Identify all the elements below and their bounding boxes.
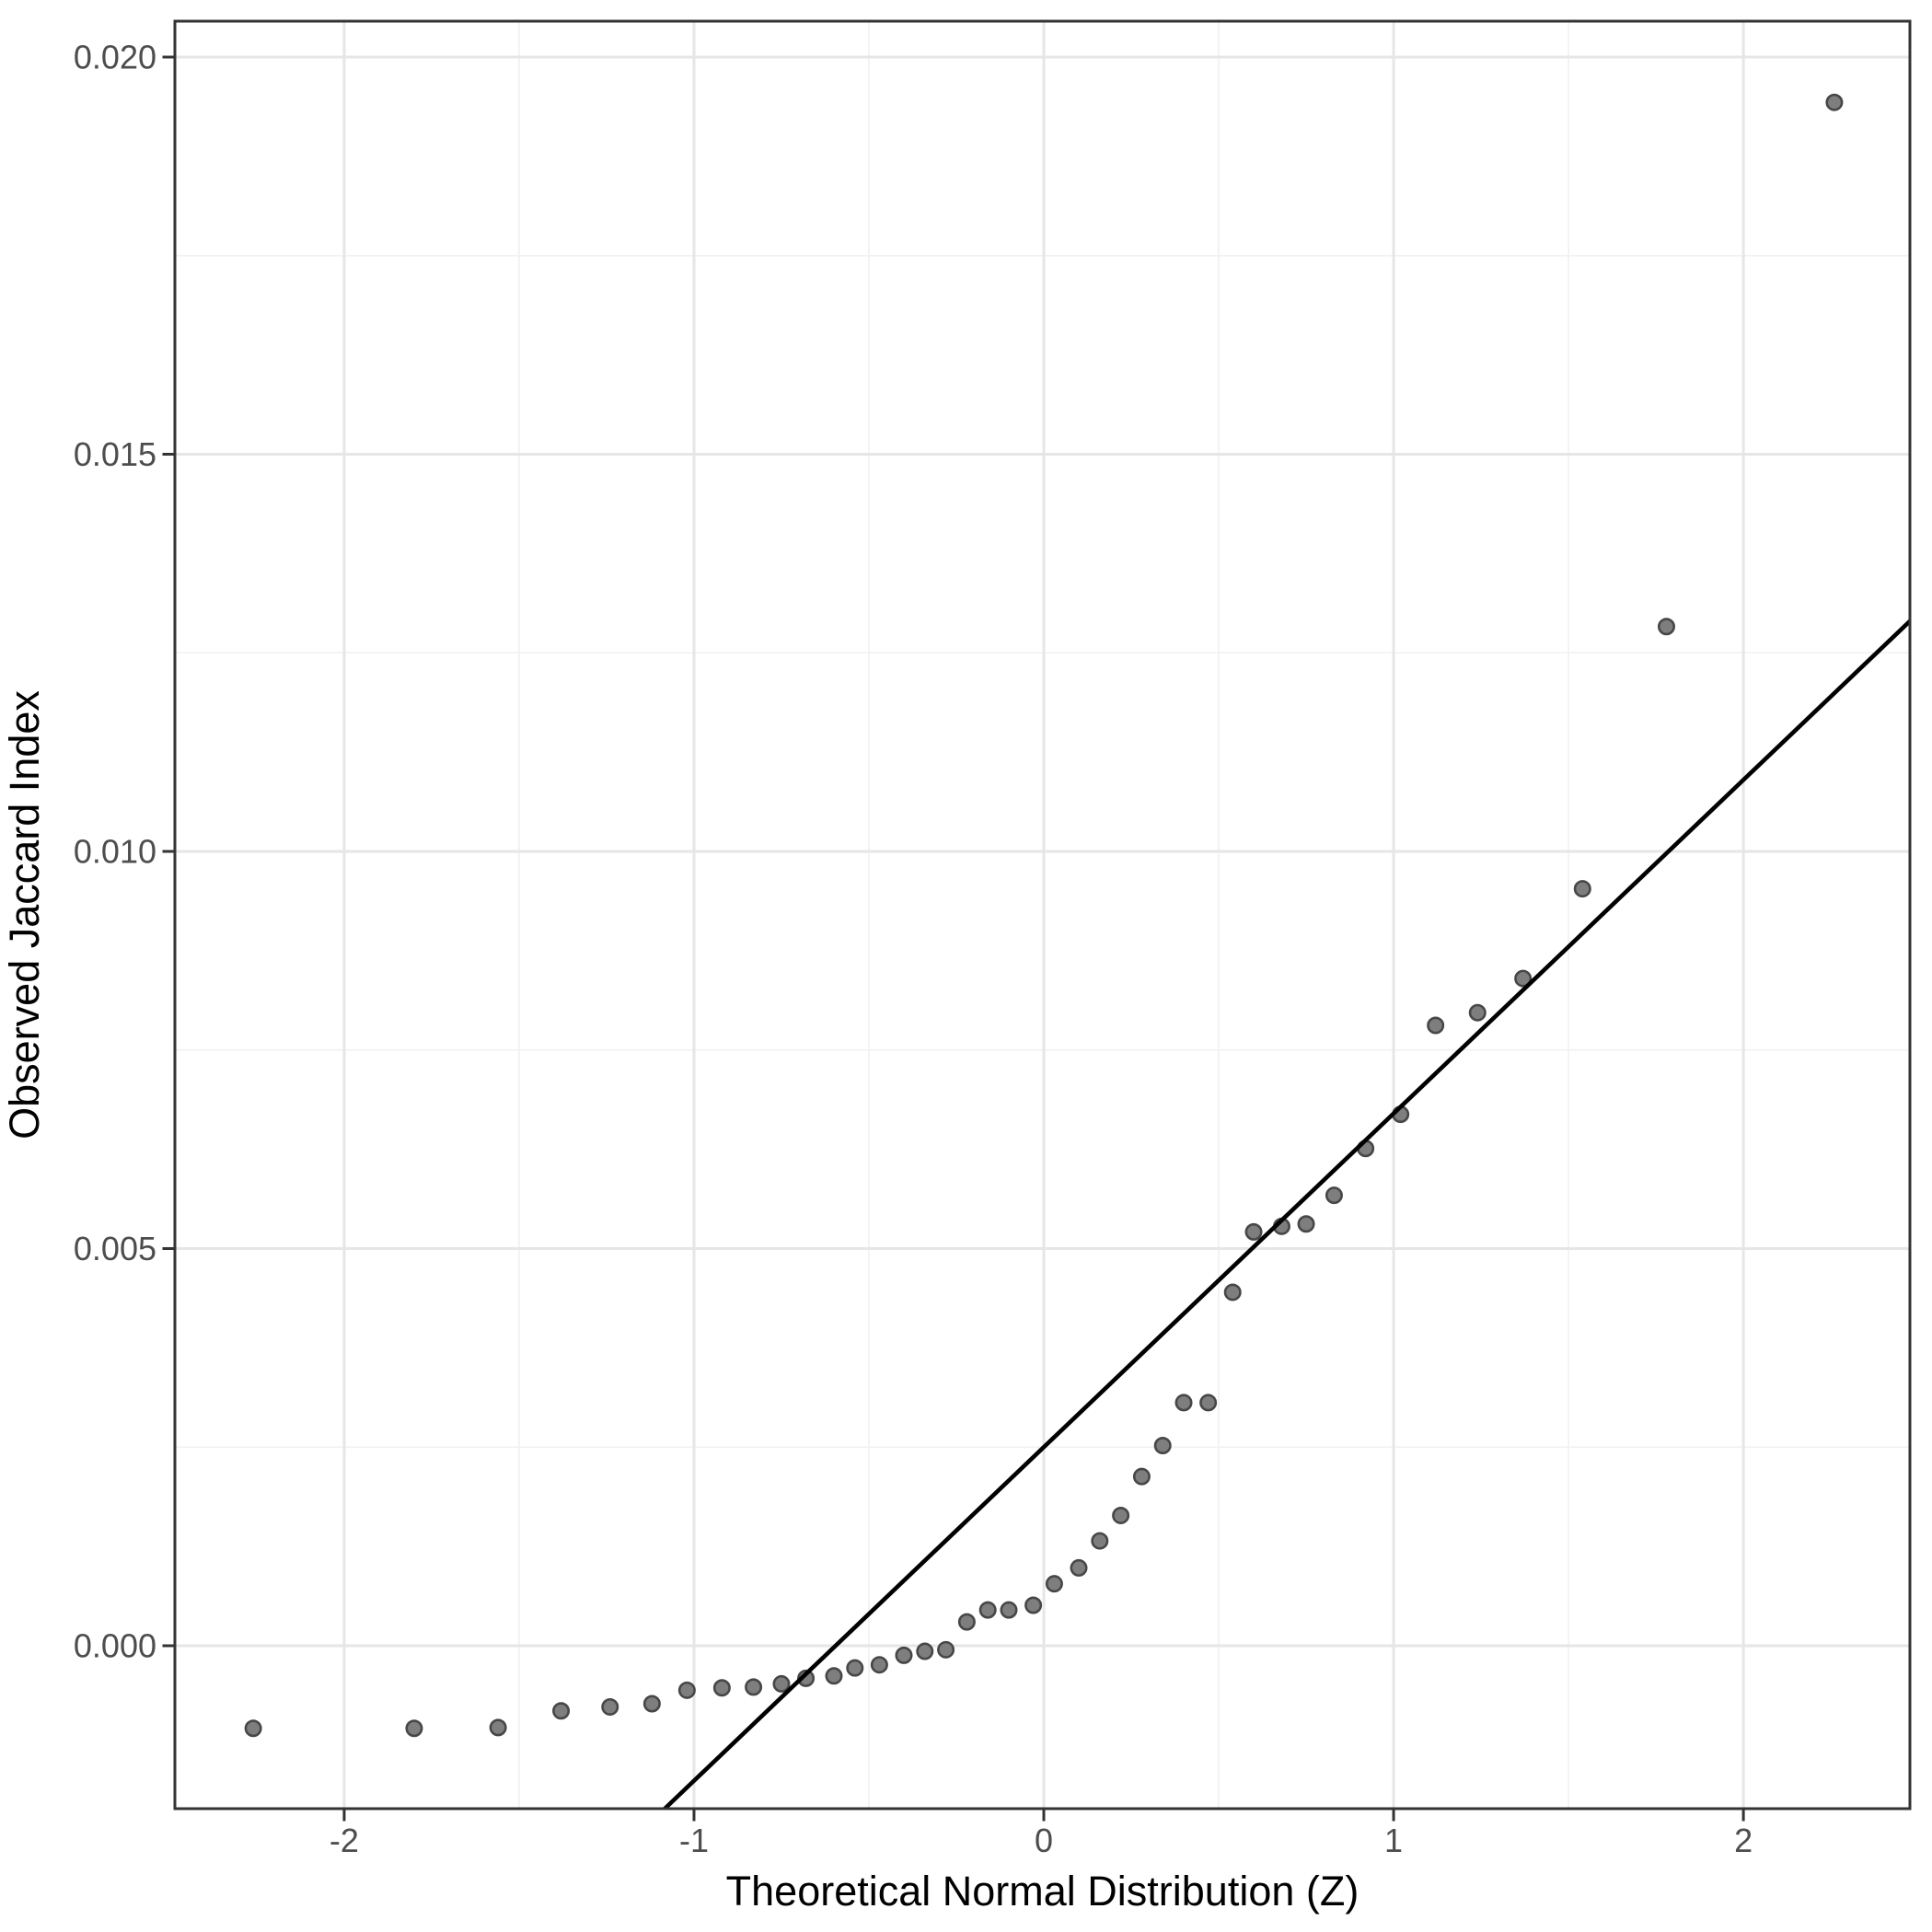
data-point — [552, 1702, 571, 1720]
reference-line-layer — [663, 619, 1912, 1811]
y-tick-label: 0.020 — [74, 39, 156, 76]
data-point — [978, 1601, 997, 1619]
data-point — [1573, 880, 1591, 898]
data-point — [1070, 1558, 1088, 1577]
x-axis-title: Theoretical Normal Distribution (Z) — [726, 1868, 1359, 1915]
data-point — [957, 1613, 976, 1631]
data-point — [1297, 1215, 1315, 1233]
data-point — [1468, 1003, 1487, 1022]
x-tick-label: 1 — [1384, 1822, 1403, 1859]
x-tick-label: 0 — [1035, 1822, 1053, 1859]
data-point — [1153, 1437, 1172, 1455]
axis-ticks — [162, 55, 1745, 1822]
data-point — [745, 1678, 763, 1696]
y-tick-label: 0.010 — [74, 833, 156, 871]
data-point — [1325, 1186, 1343, 1205]
data-point — [1657, 618, 1675, 636]
data-point — [1427, 1016, 1445, 1035]
y-tick-label: 0.000 — [74, 1626, 156, 1664]
data-point — [1000, 1601, 1018, 1619]
panel-border — [173, 19, 1912, 1811]
scatter-points — [244, 93, 1844, 1738]
data-point — [825, 1667, 843, 1685]
data-point — [870, 1656, 888, 1674]
data-point — [895, 1646, 913, 1664]
reference-line — [663, 619, 1912, 1811]
data-point — [916, 1642, 934, 1660]
x-tick-label: 2 — [1734, 1822, 1753, 1859]
y-tick-label: 0.005 — [74, 1230, 156, 1267]
data-point — [1024, 1596, 1043, 1614]
data-point — [1825, 93, 1844, 111]
data-point — [642, 1695, 661, 1713]
data-point — [1174, 1394, 1193, 1412]
axis-tick-labels: -2 -1 0 1 2 0.000 0.005 0.010 0.015 0.020 — [74, 39, 1753, 1859]
data-point — [846, 1659, 864, 1677]
data-point — [1045, 1575, 1063, 1593]
data-point — [1223, 1283, 1242, 1301]
y-tick-label: 0.015 — [74, 435, 156, 473]
data-point — [601, 1697, 619, 1716]
data-point — [1244, 1222, 1263, 1241]
y-axis-title: Observed Jaccard Index — [1, 690, 48, 1140]
data-point — [489, 1718, 507, 1737]
major-gridlines — [175, 21, 1910, 1809]
data-point — [712, 1679, 731, 1697]
x-tick-label: -1 — [679, 1822, 709, 1859]
data-point — [772, 1674, 791, 1693]
data-point — [1112, 1506, 1130, 1524]
data-point — [405, 1719, 423, 1738]
data-point — [1199, 1394, 1218, 1412]
data-point — [1514, 969, 1533, 988]
data-point — [1132, 1467, 1151, 1486]
data-point — [677, 1681, 696, 1699]
x-tick-label: -2 — [330, 1822, 359, 1859]
data-point — [1091, 1532, 1109, 1550]
minor-gridlines — [175, 21, 1910, 1809]
data-point — [244, 1719, 262, 1738]
data-point — [937, 1640, 955, 1659]
